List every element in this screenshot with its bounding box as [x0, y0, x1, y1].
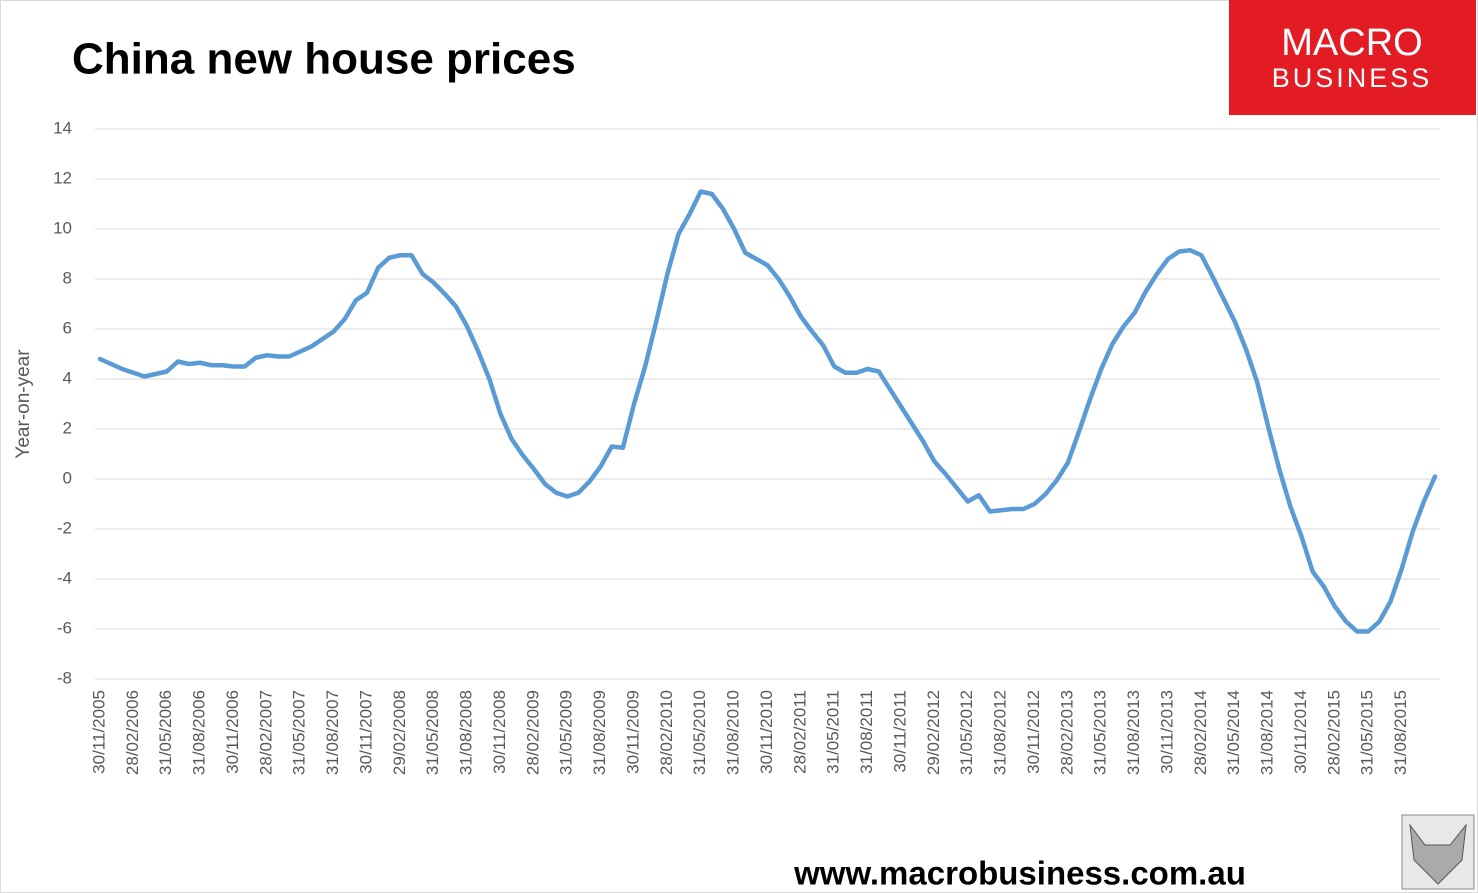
- x-tick-label: 31/05/2007: [290, 690, 309, 775]
- y-tick-label: -8: [57, 668, 72, 687]
- x-tick-label: 31/08/2014: [1258, 690, 1277, 775]
- x-tick-label: 31/05/2015: [1358, 690, 1377, 775]
- y-tick-label: -6: [57, 618, 72, 637]
- x-tick-label: 31/05/2014: [1224, 690, 1243, 775]
- x-tick-label: 28/02/2015: [1324, 690, 1343, 775]
- y-axis-label: Year-on-year: [13, 349, 34, 459]
- x-tick-label: 31/08/2012: [991, 690, 1010, 775]
- x-tick-label: 31/05/2011: [824, 690, 843, 774]
- logo-icon: [1409, 823, 1467, 885]
- x-tick-label: 30/11/2008: [490, 690, 509, 774]
- line-series: [97, 189, 1438, 634]
- y-tick-label: -4: [57, 568, 72, 587]
- y-tick-label: 4: [63, 368, 72, 387]
- x-tick-label: 31/05/2006: [156, 690, 175, 775]
- x-tick-label: 31/08/2013: [1124, 690, 1143, 775]
- x-tick-label: 31/08/2008: [457, 690, 476, 775]
- x-tick-label: 31/05/2012: [957, 690, 976, 775]
- x-tick-label: 31/05/2009: [557, 690, 576, 775]
- x-tick-label: 31/08/2011: [857, 690, 876, 774]
- x-tick-label: 30/11/2010: [757, 690, 776, 774]
- x-tick-label: 28/02/2007: [256, 690, 275, 775]
- x-tick-label: 31/08/2007: [323, 690, 342, 775]
- y-tick-label: 6: [63, 318, 72, 337]
- x-tick-label: 31/08/2015: [1391, 690, 1410, 775]
- logo-text: MACRO: [1281, 22, 1422, 64]
- x-tick-label: 28/02/2013: [1057, 690, 1076, 775]
- x-tick-label: 31/08/2010: [724, 690, 743, 775]
- x-tick-label: 31/05/2008: [423, 690, 442, 775]
- y-tick-label: 0: [63, 468, 72, 487]
- x-tick-label: 28/02/2011: [790, 690, 809, 774]
- y-tick-label: 14: [53, 118, 72, 137]
- x-tick-label: 30/11/2014: [1291, 690, 1310, 774]
- x-tick-label: 30/11/2005: [89, 690, 108, 774]
- x-tick-label: 30/11/2009: [623, 690, 642, 774]
- x-tick-label: 28/02/2006: [123, 690, 142, 775]
- y-tick-label: 8: [63, 268, 72, 287]
- x-tick-label: 30/11/2007: [356, 690, 375, 774]
- x-tick-label: 28/02/2010: [657, 690, 676, 775]
- logo-box: [1229, 0, 1476, 115]
- x-tick-label: 31/05/2010: [690, 690, 709, 775]
- x-tick-label: 31/05/2013: [1091, 690, 1110, 775]
- logo-text: BUSINESS: [1272, 63, 1433, 93]
- x-tick-label: 30/11/2012: [1024, 690, 1043, 774]
- x-tick-label: 31/08/2009: [590, 690, 609, 775]
- x-tick-label: 29/02/2012: [924, 690, 943, 775]
- y-tick-label: 12: [53, 168, 72, 187]
- x-tick-label: 30/11/2006: [223, 690, 242, 774]
- y-tick-label: 10: [53, 218, 72, 237]
- chart-title: China new house prices: [72, 35, 576, 84]
- footer: www.macrobusiness.com.au: [793, 855, 1246, 892]
- y-tick-label: 2: [63, 418, 72, 437]
- x-tick-label: 28/02/2014: [1191, 690, 1210, 775]
- x-tick-label: 31/08/2006: [190, 690, 209, 775]
- x-tick-label: 28/02/2009: [523, 690, 542, 775]
- x-tick-label: 30/11/2011: [890, 690, 909, 773]
- y-tick-label: -2: [57, 518, 72, 537]
- x-tick-label: 30/11/2013: [1157, 690, 1176, 774]
- x-tick-label: 29/02/2008: [390, 690, 409, 775]
